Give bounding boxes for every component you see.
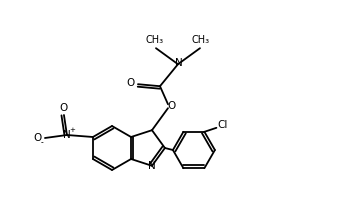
Text: Cl: Cl bbox=[217, 120, 227, 130]
Text: N: N bbox=[63, 130, 71, 140]
Text: N: N bbox=[148, 161, 156, 171]
Text: CH₃: CH₃ bbox=[146, 35, 164, 45]
Text: +: + bbox=[69, 127, 75, 133]
Text: O: O bbox=[127, 78, 135, 88]
Text: O: O bbox=[60, 103, 68, 113]
Text: O: O bbox=[34, 133, 42, 143]
Text: N: N bbox=[175, 58, 183, 68]
Text: CH₃: CH₃ bbox=[192, 35, 210, 45]
Text: O: O bbox=[168, 101, 176, 111]
Text: -: - bbox=[41, 138, 43, 148]
